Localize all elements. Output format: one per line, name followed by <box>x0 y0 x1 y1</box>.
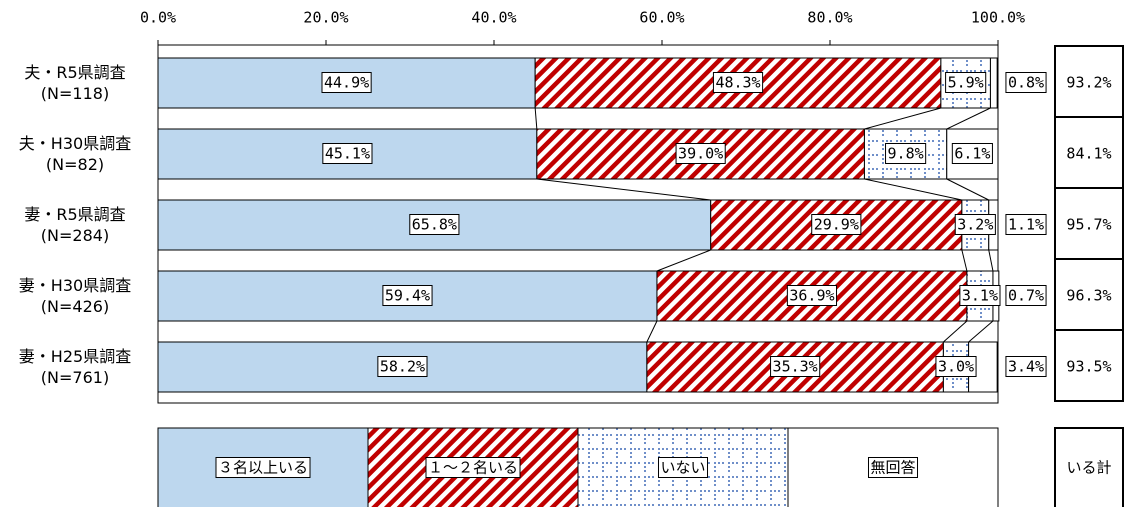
connector-line <box>961 249 968 272</box>
data-label: 6.1% <box>954 145 990 163</box>
label-box <box>770 356 821 377</box>
data-label: 29.9% <box>814 216 859 234</box>
legend-label: １～２名いる <box>428 459 518 477</box>
data-label: 65.8% <box>412 216 457 234</box>
data-label: 58.2% <box>380 358 425 376</box>
label-box <box>786 285 838 306</box>
connector-line <box>943 320 968 343</box>
connector-line <box>988 249 994 272</box>
data-label: 5.9% <box>948 74 984 92</box>
label-box <box>1005 72 1047 93</box>
data-label: 9.8% <box>888 145 924 163</box>
label-box <box>1005 285 1047 306</box>
x-tick-label: 100.0% <box>971 9 1025 27</box>
data-label: 44.9% <box>324 74 369 92</box>
label-box <box>425 457 521 478</box>
total-legend-label: いる計 <box>1066 459 1111 477</box>
label-box <box>657 457 709 478</box>
total-box <box>1054 329 1124 402</box>
label-box <box>382 285 433 306</box>
data-label: 3.4% <box>1008 358 1044 376</box>
connector-line <box>656 249 711 272</box>
label-box <box>954 214 996 235</box>
data-label: 36.9% <box>789 287 834 305</box>
data-label: 1.1% <box>1008 216 1044 234</box>
x-tick-label: 60.0% <box>639 9 684 27</box>
connector-line <box>534 107 538 130</box>
total-label: 84.1% <box>1066 145 1111 163</box>
connector-line <box>946 107 991 130</box>
label-box <box>935 356 977 377</box>
connector-line <box>968 320 994 343</box>
total-legend-box <box>1054 427 1124 507</box>
label-box <box>377 356 428 377</box>
bar-segment <box>989 57 998 109</box>
x-tick-label: 20.0% <box>303 9 348 27</box>
label-box <box>885 143 927 164</box>
bar-segment <box>646 341 944 393</box>
connector-line <box>946 178 989 201</box>
category-label: 妻・H25県調査 (N=761) <box>18 347 132 387</box>
data-label: 59.4% <box>385 287 430 305</box>
connector-line <box>646 320 658 343</box>
total-label: 93.2% <box>1066 74 1111 92</box>
legend-label: 無回答 <box>870 459 915 477</box>
x-tick-label: 80.0% <box>807 9 852 27</box>
connector-line <box>536 178 711 201</box>
connector-line <box>864 178 962 201</box>
legend-label: ３名以上いる <box>218 459 308 477</box>
category-label: 夫・R5県調査 (N=118) <box>24 63 126 103</box>
label-box <box>959 285 1001 306</box>
total-box <box>1054 187 1124 260</box>
label-box <box>321 72 372 93</box>
label-box <box>712 72 764 93</box>
connector-line <box>864 107 942 130</box>
label-box <box>322 143 373 164</box>
label-box <box>675 143 726 164</box>
total-label: 93.5% <box>1066 358 1111 376</box>
label-box <box>951 143 993 164</box>
data-label: 3.2% <box>957 216 993 234</box>
category-label: 妻・H30県調査 (N=426) <box>18 276 132 316</box>
data-label: 39.0% <box>678 145 723 163</box>
data-label: 48.3% <box>715 74 760 92</box>
data-label: 35.3% <box>773 358 818 376</box>
total-box <box>1054 258 1124 331</box>
category-label: 妻・R5県調査 (N=284) <box>24 205 126 245</box>
data-label: 3.1% <box>962 287 998 305</box>
label-box <box>409 214 460 235</box>
label-box <box>867 457 919 478</box>
label-box <box>215 457 311 478</box>
category-label: 夫・H30県調査 (N=82) <box>18 134 132 174</box>
data-label: 3.0% <box>938 358 974 376</box>
x-tick-label: 0.0% <box>140 9 176 27</box>
data-label: 0.7% <box>1008 287 1044 305</box>
label-box <box>811 214 862 235</box>
label-box <box>1005 214 1047 235</box>
label-box <box>1005 356 1047 377</box>
label-box <box>945 72 987 93</box>
legend-label: いない <box>660 459 705 477</box>
data-label: 45.1% <box>325 145 370 163</box>
data-label: 0.8% <box>1008 74 1044 92</box>
total-label: 96.3% <box>1066 287 1111 305</box>
x-tick-label: 40.0% <box>471 9 516 27</box>
total-label: 95.7% <box>1066 216 1111 234</box>
